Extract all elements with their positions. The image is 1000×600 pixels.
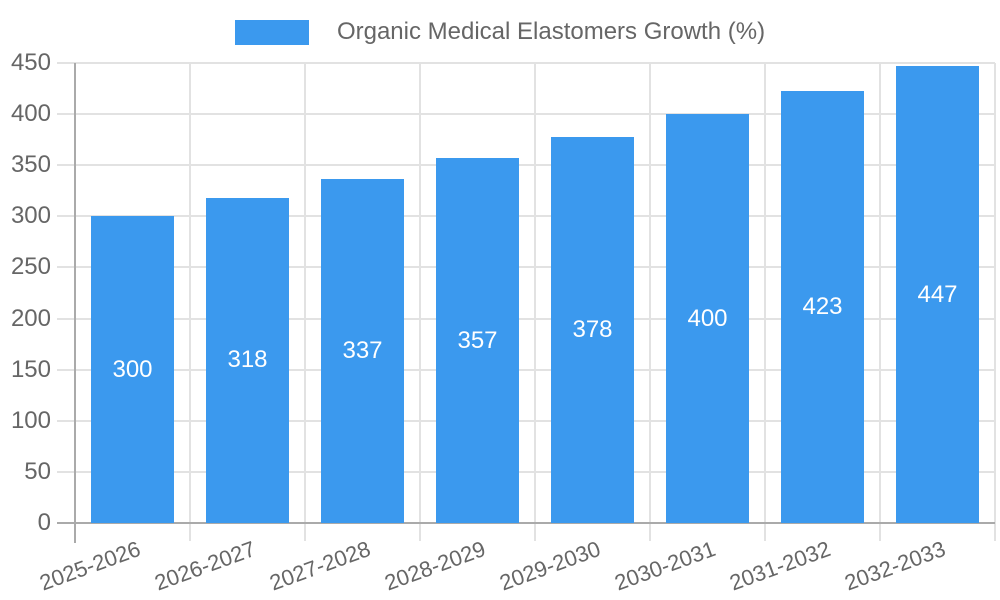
y-gridline	[57, 368, 995, 371]
x-axis-tick-label: 2031-2032	[726, 536, 835, 596]
y-axis-line	[74, 63, 76, 543]
bar-value-label: 300	[112, 355, 153, 383]
x-axis-tick-label: 2026-2027	[151, 536, 260, 596]
x-axis-tick-label: 2032-2033	[841, 536, 950, 596]
bar[interactable]	[91, 216, 174, 523]
y-axis-tick-label: 450	[10, 49, 51, 76]
x-gridline	[189, 63, 191, 541]
x-gridline	[879, 63, 881, 541]
bar[interactable]	[436, 158, 519, 523]
bar[interactable]	[896, 66, 979, 523]
y-gridline	[57, 419, 995, 422]
bar-value-label: 318	[227, 346, 268, 374]
y-axis-tick-label: 200	[10, 304, 51, 332]
chart-legend[interactable]: Organic Medical Elastomers Growth (%)	[0, 17, 1000, 47]
bar-value-label: 423	[802, 292, 843, 320]
x-axis-tick-label: 2028-2029	[381, 536, 490, 596]
y-gridline	[57, 317, 995, 320]
bar-value-label: 400	[687, 304, 728, 332]
y-axis-tick-label: 400	[10, 100, 51, 128]
y-gridline	[57, 215, 995, 218]
bar-value-label: 447	[917, 280, 958, 308]
y-gridline	[57, 470, 995, 473]
y-axis-tick-label: 0	[37, 509, 51, 536]
x-axis-line	[57, 522, 995, 524]
legend-swatch-icon	[234, 19, 309, 45]
bar[interactable]	[781, 90, 864, 523]
bar[interactable]	[321, 178, 404, 523]
y-gridline	[57, 113, 995, 116]
x-gridline	[304, 63, 306, 541]
y-axis-tick-label: 350	[10, 151, 51, 179]
x-gridline	[994, 63, 996, 541]
x-axis-tick-label: 2025-2026	[36, 536, 145, 596]
y-gridline	[57, 266, 995, 269]
x-axis-tick-label: 2030-2031	[611, 536, 720, 596]
y-axis-tick-label: 300	[10, 202, 51, 230]
y-gridline	[57, 62, 995, 64]
y-axis-tick-label: 100	[10, 406, 51, 434]
bar[interactable]	[551, 136, 634, 523]
bar[interactable]	[206, 197, 289, 523]
x-axis-tick-label: 2029-2030	[496, 536, 605, 596]
bar-value-label: 357	[457, 326, 498, 354]
y-axis-tick-label: 250	[10, 253, 51, 281]
x-gridline	[419, 63, 421, 541]
x-gridline	[534, 63, 536, 541]
bar-value-label: 337	[342, 336, 383, 364]
x-gridline	[649, 63, 651, 541]
x-gridline	[764, 63, 766, 541]
bar[interactable]	[666, 114, 749, 523]
y-axis-tick-label: 150	[10, 355, 51, 383]
legend-label: Organic Medical Elastomers Growth (%)	[336, 18, 766, 45]
y-gridline	[57, 164, 995, 167]
y-axis-tick-label: 50	[24, 457, 51, 485]
x-axis-tick-label: 2027-2028	[266, 536, 375, 596]
bar-value-label: 378	[572, 315, 613, 343]
